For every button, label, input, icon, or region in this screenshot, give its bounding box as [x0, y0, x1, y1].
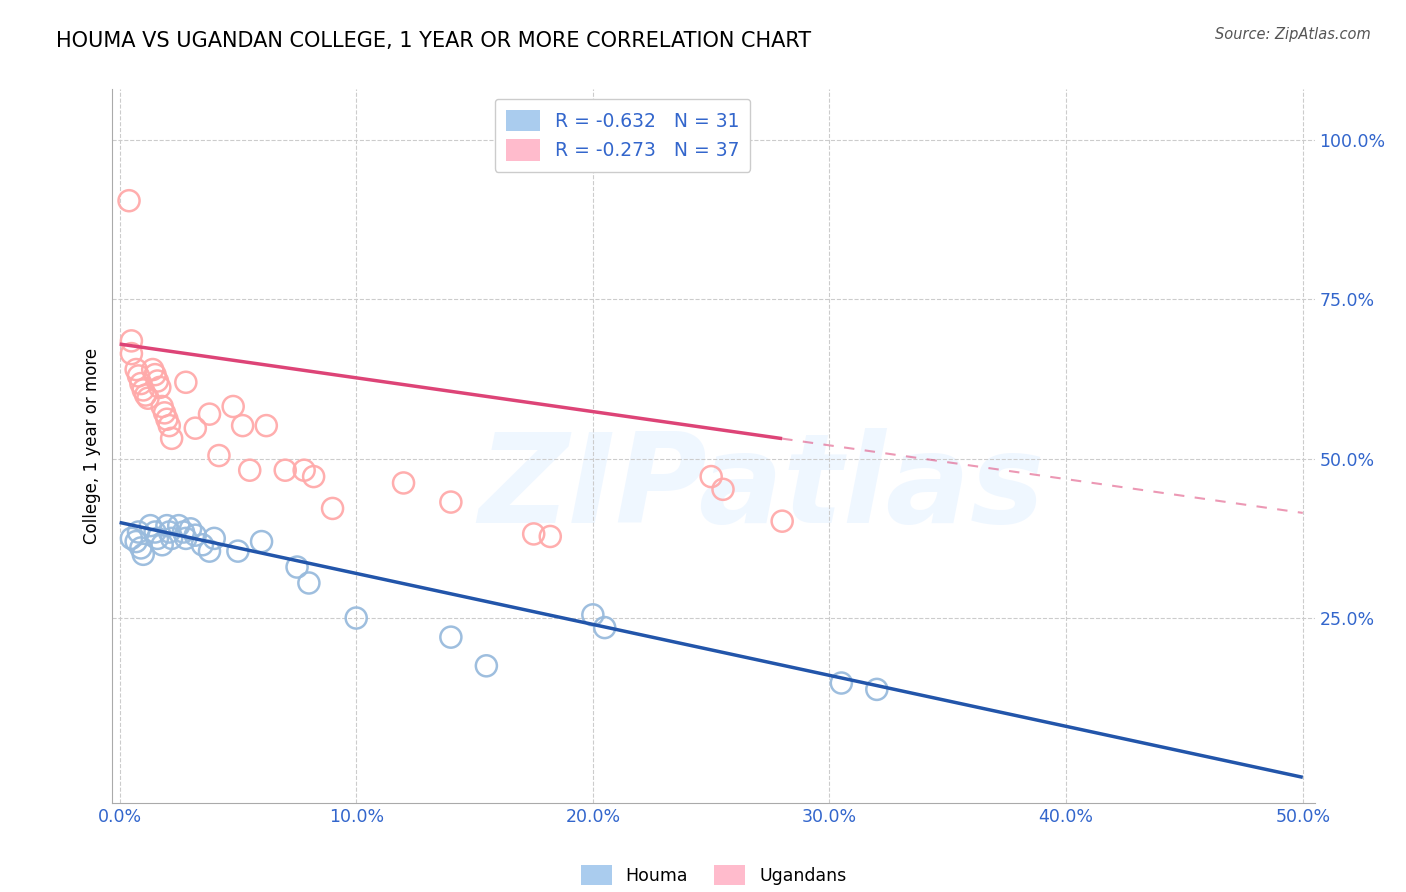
Point: [184, 421, 207, 435]
Point: [150, 538, 173, 552]
Point: [153, 406, 176, 420]
Point: [830, 676, 852, 690]
Point: [128, 368, 150, 383]
Point: [160, 532, 183, 546]
Point: [770, 514, 793, 528]
Point: [156, 518, 179, 533]
Point: [232, 418, 254, 433]
Point: [208, 449, 231, 463]
Point: [129, 376, 152, 391]
Point: [292, 463, 315, 477]
Point: [128, 524, 150, 539]
Point: [132, 383, 155, 397]
Point: [180, 522, 202, 536]
Point: [202, 532, 225, 546]
Point: [250, 534, 273, 549]
Point: [139, 518, 162, 533]
Point: [184, 528, 207, 542]
Point: [475, 658, 498, 673]
Point: [129, 541, 152, 555]
Point: [146, 532, 169, 546]
Point: [392, 475, 415, 490]
Point: [125, 534, 148, 549]
Point: [711, 483, 734, 497]
Point: [523, 527, 546, 541]
Point: [593, 621, 616, 635]
Point: [142, 362, 165, 376]
Point: [274, 463, 297, 477]
Point: [143, 368, 166, 382]
Point: [440, 495, 463, 509]
Point: [157, 524, 180, 539]
Point: [191, 538, 214, 552]
Point: [285, 560, 308, 574]
Point: [440, 630, 463, 644]
Point: [125, 362, 148, 376]
Point: [120, 532, 142, 546]
Point: [222, 400, 245, 414]
Point: [298, 576, 321, 591]
Point: [157, 418, 180, 433]
Point: [136, 391, 159, 405]
Legend: Houma, Ugandans: Houma, Ugandans: [572, 856, 855, 892]
Point: [538, 529, 561, 543]
Point: [198, 544, 221, 558]
Point: [156, 412, 179, 426]
Point: [866, 682, 889, 697]
Point: [149, 380, 172, 394]
Point: [150, 400, 173, 414]
Point: [582, 607, 605, 622]
Point: [344, 611, 367, 625]
Point: [198, 407, 221, 421]
Point: [174, 376, 197, 390]
Point: [700, 469, 723, 483]
Point: [226, 544, 249, 558]
Point: [167, 518, 190, 533]
Text: ZIPatlas: ZIPatlas: [478, 428, 1045, 549]
Point: [160, 431, 183, 445]
Point: [143, 524, 166, 539]
Point: [239, 463, 262, 477]
Point: [302, 469, 325, 483]
Point: [146, 374, 169, 388]
Point: [174, 532, 197, 546]
Point: [322, 501, 344, 516]
Point: [118, 194, 141, 208]
Point: [172, 524, 194, 539]
Point: [132, 547, 155, 561]
Point: [135, 388, 157, 402]
Y-axis label: College, 1 year or more: College, 1 year or more: [83, 348, 101, 544]
Text: HOUMA VS UGANDAN COLLEGE, 1 YEAR OR MORE CORRELATION CHART: HOUMA VS UGANDAN COLLEGE, 1 YEAR OR MORE…: [56, 31, 811, 51]
Text: Source: ZipAtlas.com: Source: ZipAtlas.com: [1215, 27, 1371, 42]
Point: [254, 418, 277, 433]
Point: [120, 346, 142, 360]
Point: [120, 334, 142, 348]
